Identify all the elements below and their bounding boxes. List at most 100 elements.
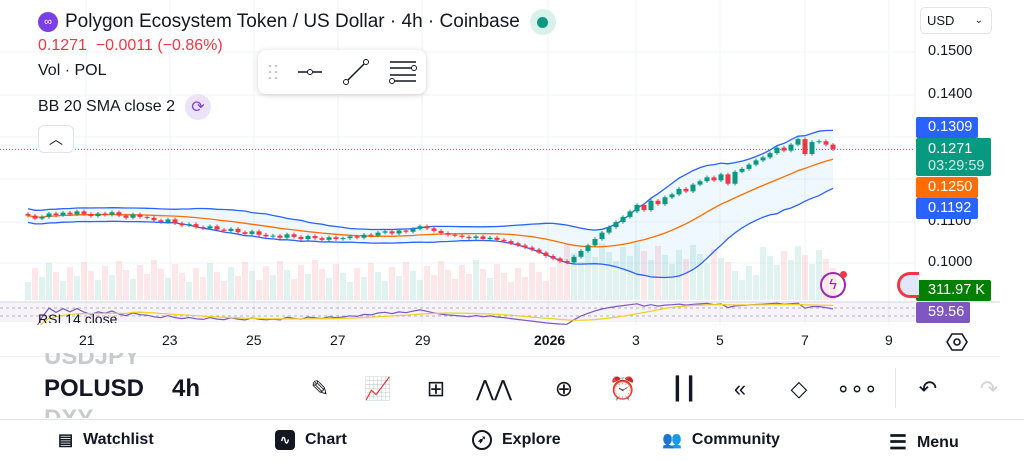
candle-body bbox=[242, 232, 248, 234]
candle-body bbox=[200, 227, 206, 229]
candles-icon[interactable]: ┃┃ bbox=[670, 376, 698, 401]
add-icon[interactable]: ⊕ bbox=[554, 376, 574, 401]
nav-watchlist[interactable]: ▤ Watchlist bbox=[58, 430, 154, 450]
volume-bar bbox=[116, 261, 122, 300]
volume-bar bbox=[270, 275, 276, 300]
nav-community[interactable]: 👥 Community bbox=[662, 430, 780, 450]
candle-body bbox=[641, 205, 647, 211]
bar-countdown: 03:29:59 bbox=[928, 158, 985, 174]
volume-bar bbox=[669, 264, 675, 300]
volume-bar bbox=[732, 271, 738, 300]
candle-body bbox=[718, 174, 724, 181]
draw-icon[interactable]: ✎ bbox=[310, 376, 330, 401]
candle-body bbox=[235, 228, 241, 233]
nav-chart[interactable]: ∿ Chart bbox=[275, 430, 347, 450]
currency-value: USD bbox=[927, 13, 955, 28]
refresh-icon[interactable]: ⟳ bbox=[184, 94, 211, 120]
volume-bar bbox=[403, 262, 409, 300]
more-icon[interactable]: ∘∘∘ bbox=[836, 376, 878, 401]
volume-legend[interactable]: Vol · POL bbox=[38, 62, 107, 79]
nav-label: Watchlist bbox=[83, 431, 154, 448]
candle-body bbox=[417, 226, 423, 229]
volume-bar bbox=[515, 268, 521, 300]
bb-upper-line bbox=[27, 129, 834, 231]
volume-bar bbox=[620, 247, 626, 300]
candle-body bbox=[648, 200, 654, 211]
replay-icon[interactable]: « bbox=[733, 376, 747, 401]
candle-body bbox=[375, 232, 381, 236]
parallel-channel-icon[interactable] bbox=[388, 58, 418, 86]
candle-body bbox=[536, 249, 542, 253]
price-tick: 0.1500 bbox=[928, 43, 973, 59]
volume-bar bbox=[298, 265, 304, 300]
collapse-legend-button[interactable]: ︿ bbox=[38, 125, 74, 153]
lightning-event-icon[interactable]: ϟ bbox=[820, 271, 847, 298]
layouts-icon[interactable]: ⊞ bbox=[426, 376, 446, 401]
drag-handle-icon[interactable] bbox=[268, 63, 278, 81]
candle-body bbox=[438, 230, 444, 234]
timeframe[interactable]: 4h bbox=[172, 375, 201, 402]
volume-bar bbox=[753, 275, 759, 300]
volume-bar bbox=[347, 282, 353, 300]
time-tick: 27 bbox=[330, 332, 346, 348]
volume-bar bbox=[648, 260, 654, 300]
volume-bar bbox=[109, 275, 115, 300]
volume-bar bbox=[725, 262, 731, 300]
bb-basis-label: 0.1250 bbox=[916, 177, 978, 198]
candle-body bbox=[207, 226, 213, 229]
volume-bar bbox=[578, 262, 584, 300]
candle-body bbox=[382, 231, 388, 233]
volume-bar bbox=[718, 258, 724, 300]
volume-bar bbox=[326, 278, 332, 300]
candle-body bbox=[613, 222, 619, 228]
redo-icon[interactable]: ↷ bbox=[979, 376, 999, 401]
volume-bar bbox=[67, 267, 73, 300]
trend-line-icon[interactable] bbox=[342, 58, 370, 86]
volume-bar bbox=[452, 279, 458, 300]
candle-body bbox=[704, 177, 710, 182]
candle-body bbox=[599, 232, 605, 239]
candle-body bbox=[487, 237, 493, 239]
watchlist-next-symbol[interactable]: DXY1D bbox=[44, 404, 93, 418]
layers-icon[interactable]: ◇ bbox=[790, 376, 808, 401]
candle-body bbox=[529, 247, 535, 250]
time-tick: 2026 bbox=[534, 332, 566, 348]
alert-icon[interactable]: ⏰ bbox=[609, 376, 637, 401]
candle-body bbox=[179, 223, 185, 226]
price-chart[interactable] bbox=[0, 0, 1000, 325]
volume-bar bbox=[277, 261, 283, 300]
candle-body bbox=[221, 229, 227, 231]
candle-body bbox=[830, 144, 836, 150]
indicators-icon[interactable]: 📈 bbox=[364, 376, 392, 401]
currency-select[interactable]: USD ⌄ bbox=[920, 7, 992, 34]
market-status-icon[interactable] bbox=[529, 9, 556, 35]
rsi-legend[interactable]: RSI 14 close bbox=[38, 311, 118, 323]
horizontal-line-icon[interactable] bbox=[296, 62, 324, 82]
symbol-title[interactable]: ∞ Polygon Ecosystem Token / US Dollar · … bbox=[38, 9, 556, 35]
candle-body bbox=[802, 139, 808, 154]
patterns-icon[interactable]: ⋀⋀ bbox=[475, 376, 513, 401]
price-tick: 0.1000 bbox=[928, 254, 973, 270]
nav-explore[interactable]: ➶ Explore bbox=[472, 430, 561, 450]
volume-bar bbox=[354, 268, 360, 300]
nav-menu[interactable]: ☰ Menu bbox=[889, 430, 959, 455]
bb-legend[interactable]: BB 20 SMA close 2 ⟳ bbox=[38, 94, 211, 120]
candle-body bbox=[788, 144, 794, 151]
candle-body bbox=[816, 141, 822, 143]
volume-bar bbox=[564, 244, 570, 300]
volume-bar bbox=[200, 277, 206, 300]
volume-bar bbox=[676, 250, 682, 300]
volume-bar bbox=[25, 282, 31, 300]
chart-settings-icon[interactable] bbox=[946, 331, 968, 353]
undo-icon[interactable]: ↶ bbox=[918, 376, 938, 401]
volume-bar bbox=[627, 256, 633, 300]
volume-bar bbox=[368, 263, 374, 300]
volume-bar bbox=[739, 280, 745, 300]
candle-body bbox=[60, 212, 66, 216]
candle-body bbox=[25, 213, 31, 216]
economic-event-flag-icon[interactable] bbox=[897, 272, 919, 298]
volume-bar bbox=[214, 272, 220, 300]
volume-bar bbox=[88, 271, 94, 300]
watchlist-current-symbol[interactable]: POLUSD 4h bbox=[44, 375, 200, 403]
watchlist-prev-symbol[interactable]: USDJPY1h bbox=[44, 353, 141, 367]
